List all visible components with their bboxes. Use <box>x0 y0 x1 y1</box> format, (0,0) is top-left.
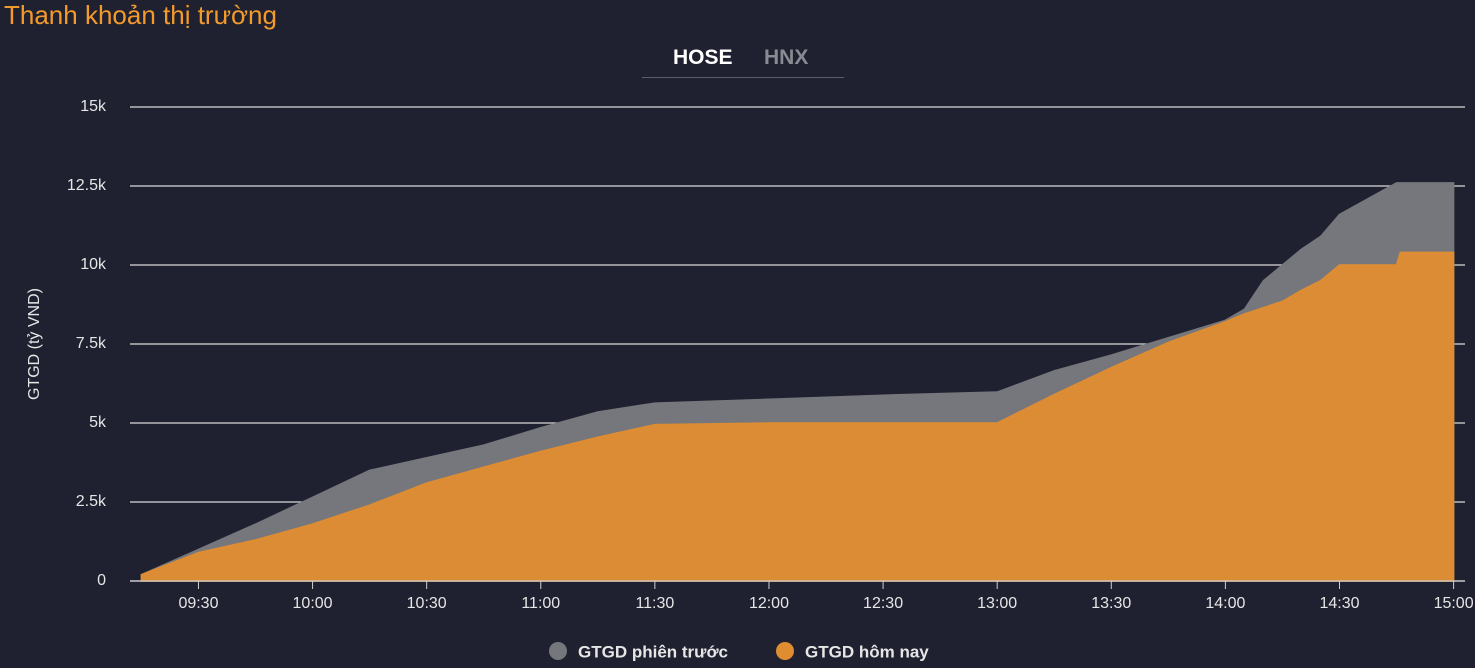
y-tick-label: 2.5k <box>76 493 107 510</box>
y-tick-label: 12.5k <box>67 177 107 194</box>
y-tick-label: 15k <box>80 98 107 115</box>
y-tick-label: 5k <box>89 414 107 431</box>
legend-swatch <box>776 642 794 660</box>
page-title: Thanh khoản thị trường <box>4 0 277 30</box>
legend-label[interactable]: GTGD hôm nay <box>805 642 929 661</box>
x-tick-label: 10:30 <box>407 595 447 612</box>
y-tick-label: 7.5k <box>76 335 107 352</box>
x-tick-label: 15:00 <box>1434 595 1474 612</box>
x-tick-label: 10:00 <box>293 595 333 612</box>
legend-label[interactable]: GTGD phiên trước <box>578 642 728 661</box>
y-tick-label: 10k <box>80 256 107 273</box>
x-tick-label: 12:30 <box>863 595 903 612</box>
x-tick-label: 13:30 <box>1091 595 1131 612</box>
x-tick-label: 14:30 <box>1319 595 1359 612</box>
tab[interactable]: HNX <box>764 46 809 69</box>
legend-swatch <box>549 642 567 660</box>
x-tick-label: 11:00 <box>521 595 560 612</box>
x-tick-label: 11:30 <box>635 595 674 612</box>
x-tick-label: 14:00 <box>1205 595 1245 612</box>
x-tick-label: 09:30 <box>178 595 218 612</box>
y-tick-label: 0 <box>97 572 106 589</box>
tab-active[interactable]: HOSE <box>673 46 733 69</box>
exchange-tabs: HOSE HNX <box>642 44 844 78</box>
x-tick-label: 13:00 <box>977 595 1017 612</box>
x-tick-label: 12:00 <box>749 595 789 612</box>
y-axis-label: GTGD (tỷ VND) <box>26 288 43 400</box>
area-series <box>140 251 1455 582</box>
